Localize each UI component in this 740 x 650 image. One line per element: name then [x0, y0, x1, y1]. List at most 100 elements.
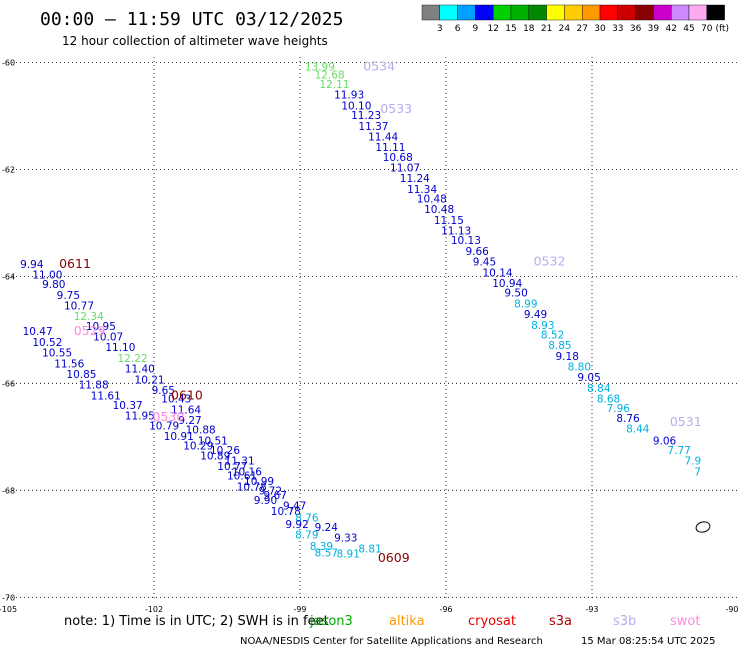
colorbar-tick-label: 30: [594, 24, 606, 34]
colorbar-unit-label: (ft): [715, 24, 729, 34]
colorbar-swatch: [475, 4, 494, 21]
pass-time-label: 0534: [363, 58, 395, 73]
colorbar-swatch: [528, 4, 547, 21]
colorbar-tick-label: 27: [576, 24, 587, 34]
wave-height-value: 11.56: [54, 358, 84, 370]
legend-satellite-cryosat: cryosat: [468, 614, 516, 629]
wave-height-value: 12.22: [118, 353, 148, 365]
footer-note: note: 1) Time is in UTC; 2) SWH is in fe…: [64, 614, 329, 629]
colorbar-tick-label: 24: [559, 24, 571, 34]
wave-height-value: 8.81: [358, 543, 381, 555]
wave-height-value: 10.55: [42, 348, 72, 360]
y-tick-label: -60: [2, 58, 15, 67]
wave-height-value: 10.13: [451, 235, 481, 247]
wave-height-value: 10.26: [210, 445, 240, 457]
colorbar-swatch: [706, 4, 725, 21]
wave-height-value: 10.91: [164, 431, 194, 443]
wave-height-value: 11.40: [125, 364, 155, 376]
wave-height-value: 9.45: [473, 257, 496, 269]
iceberg-outline-shape: [695, 521, 711, 533]
wave-height-value: 8.84: [587, 383, 611, 395]
colorbar-tick-label: 9: [473, 24, 479, 34]
wave-height-value: 11.31: [225, 456, 255, 468]
wave-height-value: 10.94: [492, 278, 522, 290]
colorbar-tick-label: 3: [437, 24, 443, 34]
wave-height-value: 13.99: [305, 61, 335, 73]
wave-height-value: 10.48: [417, 194, 447, 206]
x-tick-label: -105: [0, 605, 17, 614]
colorbar-swatch: [439, 4, 458, 21]
colorbar-swatch: [653, 4, 672, 21]
colorbar-tick-label: 12: [487, 24, 498, 34]
colorbar-swatch: [582, 4, 601, 21]
wave-height-value: 11.44: [368, 131, 398, 143]
wave-height-value: 8.39: [310, 541, 333, 553]
wave-height-value: 10.29: [183, 441, 213, 453]
wave-height-value: 11.10: [105, 342, 135, 354]
legend-satellite-s3a: s3a: [549, 614, 572, 629]
wave-height-value: 11.23: [351, 110, 381, 122]
pass-time-label: 0532: [534, 254, 566, 269]
wave-height-value: 9.92: [285, 519, 308, 531]
colorbar-swatch: [599, 4, 618, 21]
colorbar-tick-label: 18: [523, 24, 535, 34]
wave-height-value: 9.50: [504, 288, 527, 300]
colorbar-swatch: [546, 4, 565, 21]
wave-height-value: 10.78: [237, 481, 267, 493]
pass-time-label: 0529: [74, 323, 106, 338]
colorbar-swatch: [564, 4, 583, 21]
colorbar-swatch: [510, 4, 529, 21]
wave-height-value: 11.07: [390, 162, 420, 174]
wave-height-value: 9.80: [42, 279, 65, 291]
wave-height-value: 8.91: [337, 549, 360, 561]
satellite-legend: jason3 altika cryosat s3a s3b swot: [309, 614, 700, 629]
wave-height-value: 9.66: [465, 246, 489, 258]
colorbar-swatch: [493, 4, 512, 21]
pass-time-label: 0533: [380, 101, 412, 116]
wave-height-value: 10.99: [244, 476, 274, 488]
wave-height-value: 9.72: [259, 486, 282, 498]
pass-time-label: 0609: [378, 550, 410, 565]
x-tick-label: -90: [725, 605, 738, 614]
x-tick-label: -102: [145, 605, 163, 614]
wave-height-value: 8.99: [514, 298, 537, 310]
colorbar-tick-label: 70: [701, 24, 713, 34]
colorbar-tick-label: 21: [541, 24, 552, 34]
wave-height-value: 8.80: [568, 361, 591, 373]
wave-height-value: 9.33: [334, 533, 357, 545]
wave-height-value: 11.93: [334, 90, 364, 102]
wave-height-value: 8.76: [616, 413, 640, 425]
wave-height-value: 9.94: [20, 259, 44, 271]
wave-height-value: 10.10: [341, 100, 371, 112]
wave-height-value: 10.47: [23, 326, 53, 338]
wave-height-value: 9.67: [264, 490, 287, 502]
wave-height-value: 12.68: [315, 69, 345, 81]
wave-height-value: 10.07: [93, 332, 123, 344]
y-tick-label: -66: [2, 379, 15, 388]
chart-title: 00:00 – 11:59 UTC 03/12/2025: [40, 9, 343, 30]
wave-height-value: 9.18: [556, 351, 579, 363]
colorbar-tick-label: 15: [505, 24, 516, 34]
x-tick-label: -99: [293, 605, 306, 614]
wave-height-value: 11.64: [171, 404, 201, 416]
wave-height-value: 11.61: [91, 390, 121, 402]
colorbar-tick-label: 6: [455, 24, 461, 34]
wave-height-value: 8.79: [295, 529, 318, 541]
wave-height-value: 8.52: [541, 329, 564, 341]
colorbar-tick-label: 39: [648, 24, 660, 34]
wave-height-value: 9.47: [283, 501, 306, 513]
wave-height-value: 10.77: [64, 301, 94, 313]
wave-height-value: 11.88: [79, 380, 109, 392]
pass-labels: 0534 0533 0532 0531 0611 0529 0610 0530 0609: [59, 58, 702, 565]
wave-height-value: 8.76: [295, 512, 319, 524]
legend-satellite-altika: altika: [389, 614, 425, 629]
wave-height-value: 9.27: [178, 415, 201, 427]
colorbar-tick-label: 33: [612, 24, 623, 34]
wave-height-value: 8.44: [626, 424, 650, 436]
wave-height-value: 7.96: [607, 403, 631, 415]
colorbar-tick-label: 42: [665, 24, 676, 34]
x-tick-label: -96: [439, 605, 452, 614]
colorbar-swatch: [635, 4, 654, 21]
y-tick-label: -62: [2, 165, 15, 174]
wave-height-value: 10.16: [232, 466, 262, 478]
